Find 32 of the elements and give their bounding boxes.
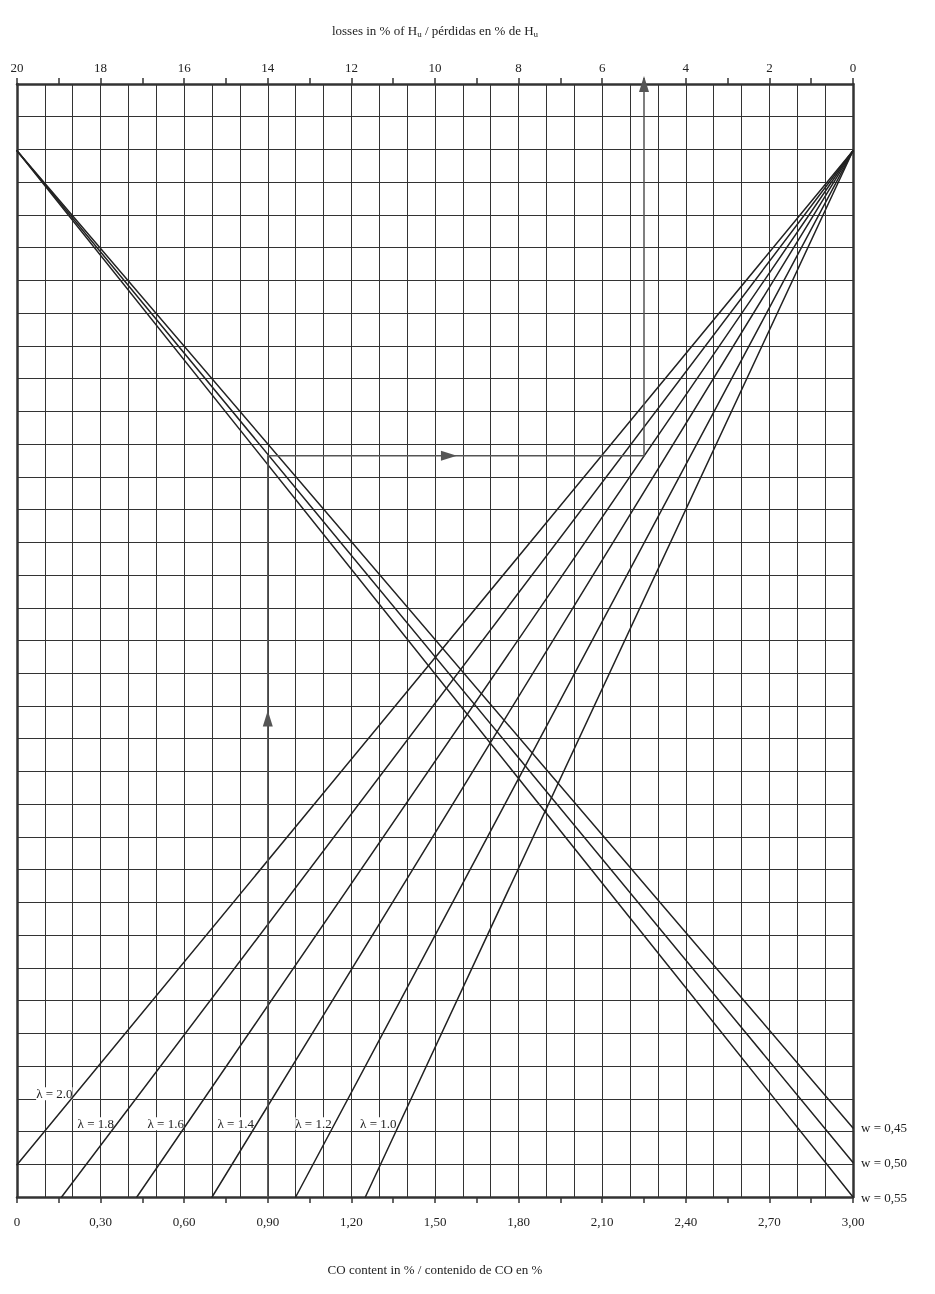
series-label: λ = 1.4 [217,1116,255,1132]
x-axis-title: CO content in % / contenido de CO en % [327,1262,543,1277]
series-label: w = 0,45 [861,1120,907,1136]
x2-tick-label: 4 [682,60,690,75]
x2-tick-label: 16 [177,60,192,75]
x-tick-label: 0 [13,1214,21,1229]
x2-tick-label: 6 [598,60,606,75]
series-label: w = 0,50 [861,1155,907,1170]
x-tick-label: 2,70 [758,1214,781,1229]
x2-tick-label: 8 [515,60,522,75]
x-tick-label: 1,20 [340,1214,363,1229]
x-tick-label: 0,30 [89,1214,112,1229]
x2-tick-label: 20 [10,60,24,75]
x2-tick-label: 10 [428,60,442,75]
x2-tick-label: 0 [849,60,857,75]
series-label: λ = 1.2 [295,1116,332,1132]
x-tick-label: 0,60 [172,1214,196,1229]
series-label: w = 0,55 [861,1189,907,1205]
x2-tick-label: 18 [94,60,108,75]
x2-tick-label: 12 [344,60,358,75]
x2-tick-label: 2 [766,60,773,75]
x-tick-label: 3,00 [841,1214,865,1229]
x-tick-label: 2,10 [590,1214,614,1229]
x-tick-label: 1,50 [423,1214,447,1229]
x-tick-label: 2,40 [674,1214,698,1229]
x-tick-label: 0,90 [256,1214,280,1229]
series-label: λ = 1.8 [77,1116,114,1132]
series-label: λ = 2.0 [36,1086,73,1102]
series-label: λ = 1.0 [360,1116,397,1132]
x-tick-label: 1,80 [507,1214,530,1229]
series-label: λ = 1.6 [147,1116,185,1132]
x2-tick-label: 14 [261,60,275,75]
